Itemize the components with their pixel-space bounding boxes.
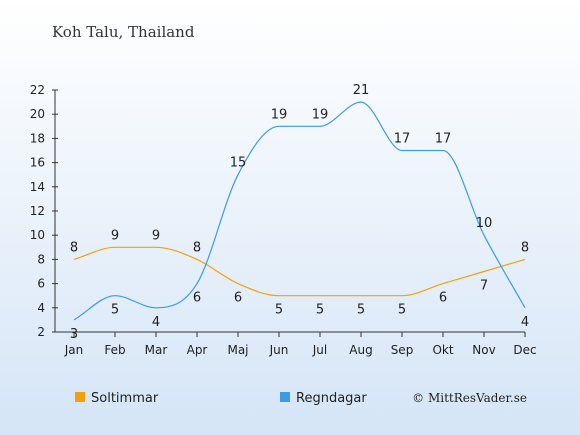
x-tick-label: Aug [349, 343, 372, 357]
legend-label: Regndagar [296, 391, 367, 406]
x-tick-label: Apr [187, 343, 208, 357]
data-label: 5 [316, 303, 324, 318]
x-tick-label: Mar [145, 343, 168, 357]
y-tick-label: 8 [37, 252, 45, 266]
series-line-soltimmar [73, 246, 526, 297]
data-label: 3 [70, 327, 78, 342]
x-tick-label: Sep [391, 343, 414, 357]
x-tick-label: Jan [64, 343, 84, 357]
legend-label: Soltimmar [91, 391, 159, 406]
x-tick-label: Maj [227, 343, 248, 357]
data-label: 21 [353, 83, 370, 98]
x-tick-label: Feb [104, 343, 125, 357]
data-label: 9 [111, 228, 119, 243]
data-label: 5 [111, 303, 119, 318]
data-label: 15 [230, 156, 247, 171]
data-labels-layer: 8 9 9 8 6 5 5 5 5 6 7 8 3 5 4 6 15 19 19 21 17 17 10 4 [70, 83, 529, 342]
legend: Soltimmar Regndagar [75, 391, 367, 406]
x-tick-label: Okt [432, 343, 453, 357]
y-tick-label: 20 [30, 107, 45, 121]
data-label: 8 [70, 240, 78, 255]
data-label: 5 [275, 303, 283, 318]
x-tick-label: Jun [269, 343, 289, 357]
y-tick-label: 14 [30, 180, 45, 194]
legend-swatch-soltimmar [75, 392, 85, 402]
data-label: 17 [435, 132, 452, 147]
legend-swatch-regndagar [280, 392, 290, 402]
data-label: 8 [193, 240, 201, 255]
series-layer [73, 101, 526, 321]
data-label: 5 [357, 303, 365, 318]
data-label: 6 [234, 291, 242, 306]
axes: 2 4 6 8 10 12 14 16 18 20 22 Jan Feb Mar Apr Maj Jun Jul A… [30, 83, 537, 357]
series-line-regndagar [73, 101, 526, 321]
data-label: 19 [271, 107, 288, 122]
data-label: 6 [439, 291, 447, 306]
data-label: 17 [394, 132, 411, 147]
y-tick-label: 22 [30, 83, 45, 97]
data-label: 4 [521, 315, 529, 330]
data-label: 8 [521, 240, 529, 255]
credit-text: © MittResVader.se [412, 391, 527, 405]
y-tick-label: 16 [30, 156, 45, 170]
y-tick-label: 4 [37, 301, 45, 315]
data-label: 10 [476, 216, 493, 231]
data-label: 6 [193, 291, 201, 306]
x-tick-label: Dec [513, 343, 536, 357]
y-tick-label: 2 [37, 325, 45, 339]
data-label: 7 [480, 279, 488, 294]
y-tick-label: 6 [37, 277, 45, 291]
data-label: 5 [398, 303, 406, 318]
data-label: 9 [152, 228, 160, 243]
data-label: 4 [152, 315, 160, 330]
y-tick-label: 12 [30, 204, 45, 218]
y-tick-label: 18 [30, 131, 45, 145]
data-label: 19 [312, 107, 329, 122]
x-tick-label: Jul [312, 343, 327, 357]
y-tick-label: 10 [30, 228, 45, 242]
x-tick-label: Nov [472, 343, 495, 357]
chart-title: Koh Talu, Thailand [52, 23, 195, 41]
